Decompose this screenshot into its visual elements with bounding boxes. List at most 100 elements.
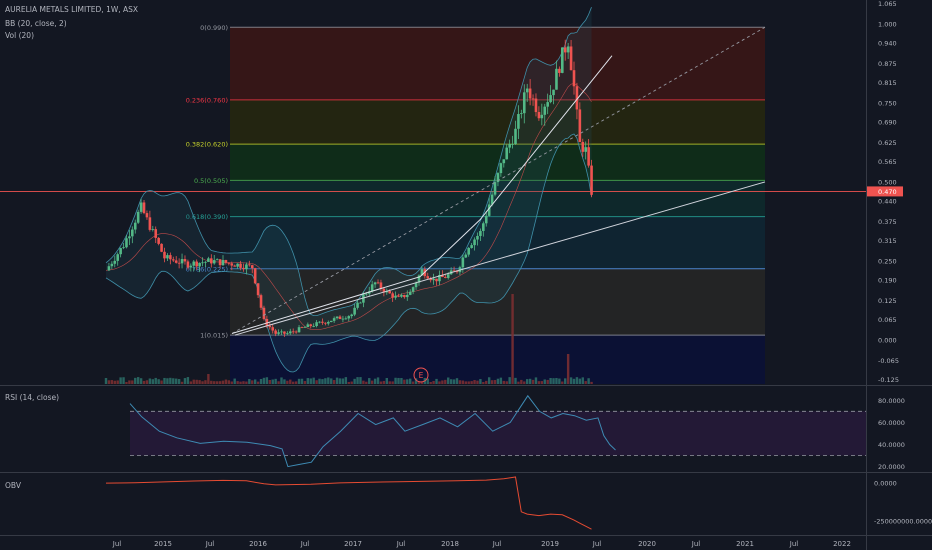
volume-bar xyxy=(432,380,435,384)
volume-bar xyxy=(470,381,473,384)
obv-tick-label: -250000000.0000 xyxy=(874,517,932,525)
y-tick-label: 1.000 xyxy=(878,21,897,29)
candle-body xyxy=(367,291,371,294)
volume-bar xyxy=(417,381,421,384)
volume-bar xyxy=(388,381,391,384)
volume-bar xyxy=(558,378,561,384)
volume-bar xyxy=(259,378,263,384)
volume-bar xyxy=(490,380,494,384)
rsi-band-fill xyxy=(130,411,866,456)
x-tick-label: 2022 xyxy=(833,540,851,548)
fib-level-label: 0.786(0.225) xyxy=(186,265,228,273)
obv-indicator-label[interactable]: OBV xyxy=(5,481,21,490)
fib-level-label: 0.5(0.505) xyxy=(194,177,228,185)
x-tick-label: Jul xyxy=(112,540,122,548)
volume-bar xyxy=(224,379,228,384)
x-tick-label: 2016 xyxy=(249,540,267,548)
candle-body xyxy=(496,173,500,183)
candle-body xyxy=(543,106,547,115)
volume-bar xyxy=(520,379,523,384)
x-tick-label: 2018 xyxy=(441,540,459,548)
volume-bar xyxy=(128,380,131,384)
volume-bar xyxy=(113,380,116,384)
candle-body xyxy=(528,88,532,99)
candle-body xyxy=(215,259,219,261)
candle-body xyxy=(490,194,494,205)
candle-body xyxy=(303,327,307,328)
volume-bar xyxy=(578,378,582,384)
volume-bar xyxy=(526,379,529,384)
volume-bar xyxy=(110,380,114,384)
volume-bar xyxy=(452,379,456,384)
candle-body xyxy=(347,316,351,319)
volume-bar xyxy=(324,378,327,384)
volume-bar xyxy=(119,377,122,384)
volume-bar xyxy=(145,380,149,384)
candle-body xyxy=(405,294,409,298)
volume-bar xyxy=(157,379,160,384)
candle-body xyxy=(549,95,552,103)
volume-bar xyxy=(409,378,412,384)
volume-bar xyxy=(221,380,225,384)
candle-body xyxy=(227,262,231,264)
candle-body xyxy=(578,109,582,142)
bb-indicator-label[interactable]: BB (20, close, 2) xyxy=(5,19,67,28)
candle-body xyxy=(502,159,506,164)
vol-indicator-label[interactable]: Vol (20) xyxy=(5,31,35,40)
volume-bar xyxy=(403,379,406,384)
volume-bar xyxy=(362,380,365,384)
volume-bar xyxy=(318,378,321,384)
candle-body xyxy=(441,274,444,277)
volume-bar xyxy=(213,381,216,384)
volume-bar xyxy=(449,379,453,384)
candle-body xyxy=(131,229,134,237)
volume-bar xyxy=(160,380,163,384)
candle-body xyxy=(204,261,207,263)
volume-bar xyxy=(172,378,175,384)
candle-body xyxy=(122,247,125,249)
candle-body xyxy=(464,254,468,258)
y-tick-label: 0.565 xyxy=(878,158,897,166)
symbol-title[interactable]: AURELIA METALS LIMITED, 1W, ASX xyxy=(5,5,139,14)
candle-body xyxy=(400,294,403,297)
candle-body xyxy=(525,88,529,93)
x-tick-label: Jul xyxy=(205,540,215,548)
volume-bar xyxy=(253,379,257,384)
volume-bar xyxy=(385,378,388,384)
volume-bar xyxy=(368,378,371,384)
candle-body xyxy=(306,324,310,328)
candle-body xyxy=(174,260,178,263)
candle-body xyxy=(151,229,155,230)
fib-level-label: 0(0.990) xyxy=(200,24,228,32)
volume-bar xyxy=(189,381,193,384)
candle-body xyxy=(511,143,514,145)
volume-bar xyxy=(426,378,429,384)
volume-bar xyxy=(505,381,508,384)
candle-body xyxy=(438,274,441,282)
volume-bar xyxy=(169,377,172,384)
volume-bar xyxy=(210,380,213,384)
volume-bar xyxy=(338,378,342,384)
candle-body xyxy=(350,314,353,317)
candle-body xyxy=(584,147,587,152)
volume-bar xyxy=(166,378,169,384)
volume-bar xyxy=(514,377,517,384)
volume-bar xyxy=(391,381,394,384)
y-tick-label: 0.625 xyxy=(878,139,897,147)
candle-body xyxy=(163,251,166,259)
rsi-tick-label: 80.0000 xyxy=(878,397,905,405)
candle-body xyxy=(212,260,216,264)
rsi-indicator-label[interactable]: RSI (14, close) xyxy=(5,393,60,402)
x-tick-label: 2019 xyxy=(541,540,559,548)
obv-line xyxy=(105,476,592,530)
candle-body xyxy=(420,269,424,276)
x-tick-label: Jul xyxy=(789,540,799,548)
volume-bar xyxy=(292,381,295,384)
candle-body xyxy=(268,325,272,328)
volume-bar xyxy=(581,377,584,384)
volume-bar xyxy=(277,381,280,384)
candle-body xyxy=(569,46,573,71)
candle-body xyxy=(183,259,187,262)
y-tick-label: 0.750 xyxy=(878,100,897,108)
